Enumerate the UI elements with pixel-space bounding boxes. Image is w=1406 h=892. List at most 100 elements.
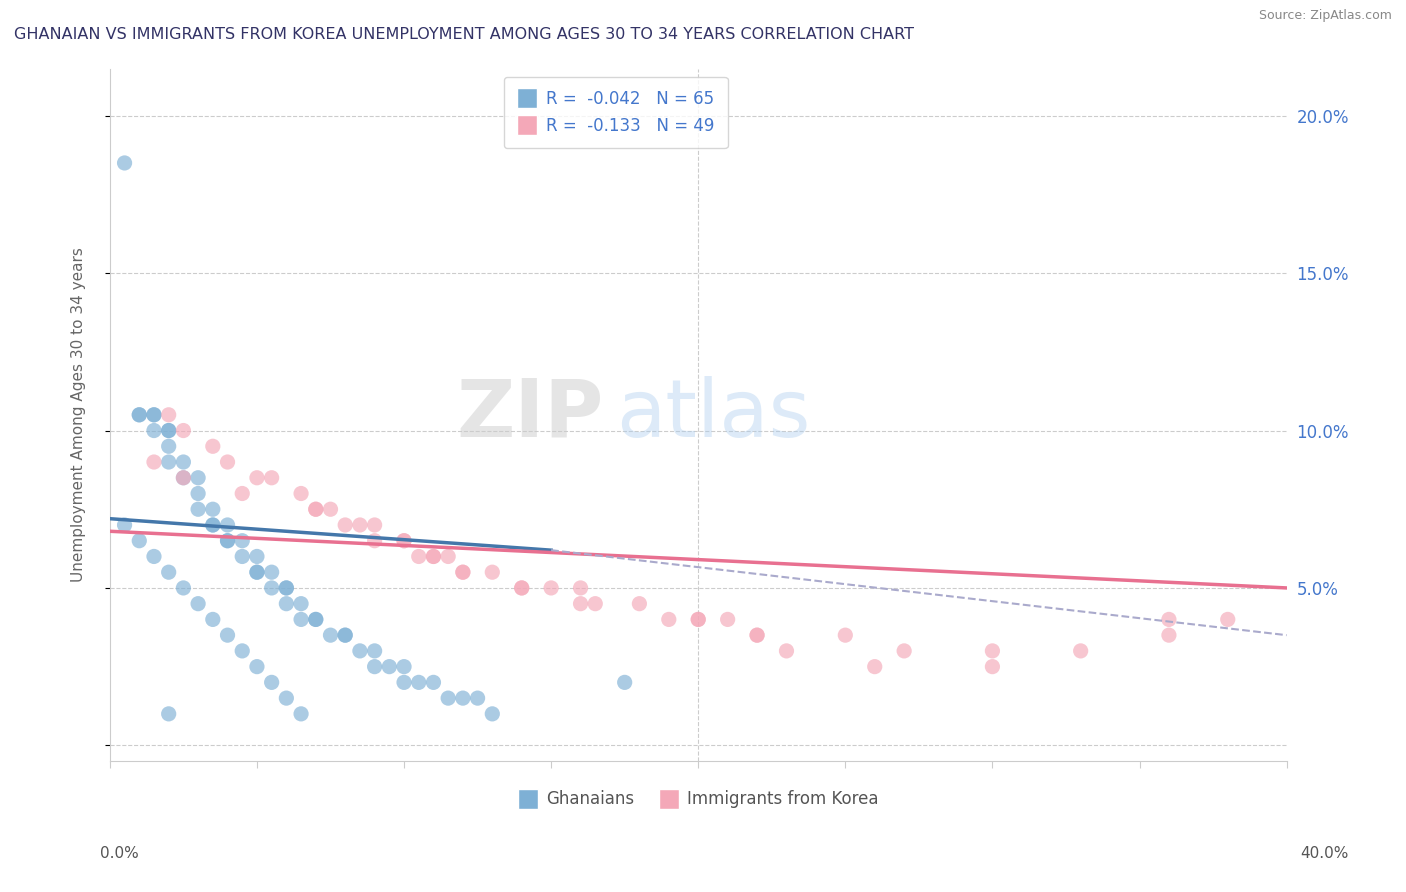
Point	[540, 581, 562, 595]
Point	[276, 581, 298, 595]
Point	[437, 549, 460, 564]
Point	[467, 691, 489, 706]
Point	[217, 455, 239, 469]
Point	[305, 612, 328, 626]
Point	[201, 502, 224, 516]
Point	[143, 424, 166, 438]
Point	[392, 533, 415, 548]
Text: atlas: atlas	[616, 376, 810, 454]
Point	[143, 455, 166, 469]
Point	[745, 628, 768, 642]
Point	[893, 644, 915, 658]
Point	[231, 486, 253, 500]
Point	[1070, 644, 1092, 658]
Point	[1157, 612, 1180, 626]
Point	[422, 549, 444, 564]
Point	[745, 628, 768, 642]
Point	[201, 439, 224, 453]
Point	[451, 565, 474, 579]
Point	[217, 533, 239, 548]
Point	[981, 644, 1004, 658]
Point	[305, 502, 328, 516]
Point	[658, 612, 681, 626]
Point	[510, 581, 533, 595]
Point	[128, 533, 150, 548]
Point	[392, 533, 415, 548]
Point	[583, 597, 606, 611]
Point	[378, 659, 401, 673]
Point	[231, 644, 253, 658]
Point	[335, 628, 357, 642]
Point	[363, 518, 385, 533]
Text: 40.0%: 40.0%	[1301, 846, 1348, 861]
Text: GHANAIAN VS IMMIGRANTS FROM KOREA UNEMPLOYMENT AMONG AGES 30 TO 34 YEARS CORRELA: GHANAIAN VS IMMIGRANTS FROM KOREA UNEMPL…	[14, 27, 914, 42]
Point	[717, 612, 740, 626]
Point	[246, 549, 269, 564]
Point	[451, 565, 474, 579]
Point	[363, 659, 385, 673]
Point	[349, 518, 371, 533]
Point	[157, 565, 180, 579]
Point	[319, 502, 342, 516]
Point	[246, 565, 269, 579]
Point	[260, 471, 283, 485]
Point	[688, 612, 710, 626]
Point	[613, 675, 636, 690]
Point	[437, 691, 460, 706]
Point	[128, 408, 150, 422]
Point	[114, 156, 136, 170]
Point	[217, 628, 239, 642]
Point	[335, 518, 357, 533]
Point	[172, 455, 194, 469]
Point	[276, 597, 298, 611]
Point	[172, 471, 194, 485]
Point	[863, 659, 886, 673]
Point	[408, 549, 430, 564]
Point	[172, 424, 194, 438]
Point	[335, 628, 357, 642]
Point	[157, 408, 180, 422]
Point	[290, 486, 312, 500]
Point	[246, 471, 269, 485]
Point	[187, 486, 209, 500]
Point	[187, 502, 209, 516]
Text: ZIP: ZIP	[457, 376, 605, 454]
Point	[260, 675, 283, 690]
Point	[157, 706, 180, 721]
Point	[276, 691, 298, 706]
Point	[157, 424, 180, 438]
Point	[187, 471, 209, 485]
Point	[290, 612, 312, 626]
Point	[143, 408, 166, 422]
Point	[260, 565, 283, 579]
Point	[1216, 612, 1239, 626]
Point	[981, 659, 1004, 673]
Point	[157, 455, 180, 469]
Point	[319, 628, 342, 642]
Point	[834, 628, 856, 642]
Point	[422, 549, 444, 564]
Point	[276, 581, 298, 595]
Text: Source: ZipAtlas.com: Source: ZipAtlas.com	[1258, 9, 1392, 22]
Text: 0.0%: 0.0%	[100, 846, 139, 861]
Point	[510, 581, 533, 595]
Point	[143, 408, 166, 422]
Point	[688, 612, 710, 626]
Point	[157, 424, 180, 438]
Point	[775, 644, 797, 658]
Point	[246, 659, 269, 673]
Point	[201, 518, 224, 533]
Point	[290, 597, 312, 611]
Point	[363, 644, 385, 658]
Point	[143, 549, 166, 564]
Point	[217, 533, 239, 548]
Point	[157, 439, 180, 453]
Point	[217, 518, 239, 533]
Point	[172, 581, 194, 595]
Point	[201, 612, 224, 626]
Point	[305, 612, 328, 626]
Point	[1157, 628, 1180, 642]
Point	[363, 533, 385, 548]
Point	[422, 675, 444, 690]
Point	[290, 706, 312, 721]
